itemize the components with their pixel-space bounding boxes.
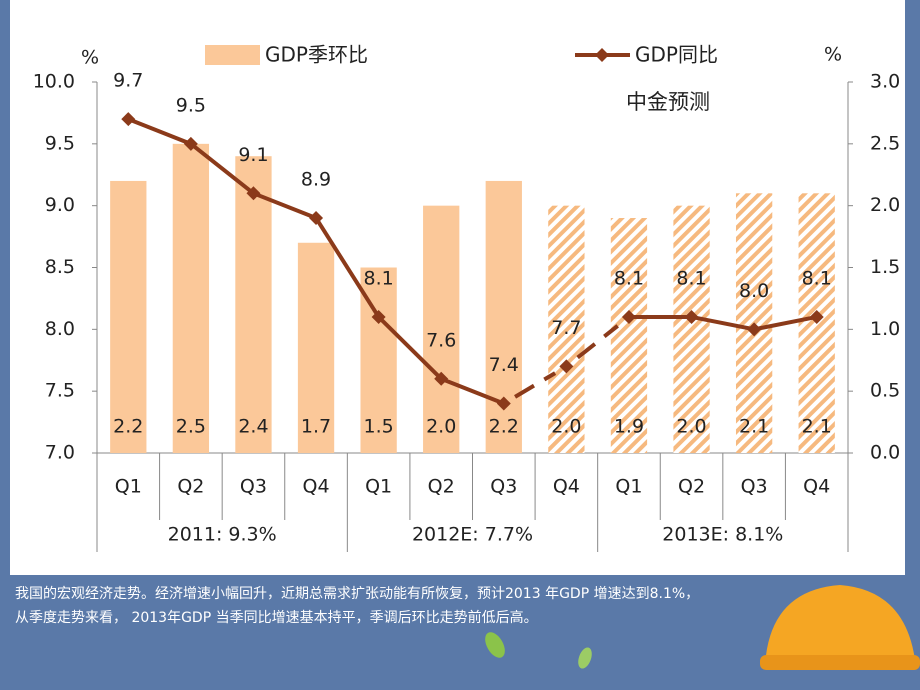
line-value-label: 7.4 bbox=[489, 354, 519, 376]
x-tick-label: Q4 bbox=[303, 476, 330, 498]
line-segment bbox=[377, 315, 443, 381]
line-value-label: 8.1 bbox=[364, 267, 394, 289]
x-tick-label: Q1 bbox=[115, 476, 142, 498]
line-segment bbox=[753, 315, 818, 332]
y2-tick-label: 0.5 bbox=[870, 380, 900, 402]
line-value-label: 9.5 bbox=[176, 94, 206, 116]
line-segment bbox=[514, 371, 557, 399]
bar-value-label: 2.2 bbox=[489, 416, 519, 438]
group-label: 2011: 9.3% bbox=[168, 524, 277, 546]
line-value-label: 9.7 bbox=[113, 70, 143, 92]
line-segment bbox=[440, 376, 505, 406]
legend-label: GDP季环比 bbox=[265, 43, 368, 67]
group-label: 2012E: 7.7% bbox=[412, 524, 533, 546]
bar bbox=[673, 205, 710, 453]
line-value-label: 9.1 bbox=[238, 144, 268, 166]
line-value-label: 8.9 bbox=[301, 169, 331, 191]
line-segment bbox=[691, 315, 755, 332]
x-tick-label: Q3 bbox=[741, 476, 768, 498]
x-tick-label: Q2 bbox=[428, 476, 455, 498]
x-tick-label: Q1 bbox=[615, 476, 642, 498]
line-marker bbox=[183, 136, 198, 151]
y-tick-label: 9.5 bbox=[45, 132, 75, 154]
bar-value-label: 2.0 bbox=[426, 416, 456, 438]
y-tick-label: 7.0 bbox=[45, 442, 75, 464]
bar bbox=[110, 180, 147, 453]
bar-value-label: 2.0 bbox=[676, 416, 706, 438]
line-marker bbox=[809, 309, 824, 324]
bar-value-label: 2.1 bbox=[802, 416, 832, 438]
line-value-label: 7.6 bbox=[426, 329, 456, 351]
annotation: 中金预测 bbox=[626, 90, 710, 114]
helmet bbox=[485, 585, 920, 670]
line-marker bbox=[496, 396, 511, 411]
x-tick-label: Q3 bbox=[490, 476, 517, 498]
bar bbox=[235, 156, 272, 453]
y2-tick-label: 0.0 bbox=[870, 442, 900, 464]
line-value-label: 8.1 bbox=[676, 267, 706, 289]
x-tick-label: Q1 bbox=[365, 476, 392, 498]
line-marker bbox=[434, 371, 449, 386]
y2-tick-label: 3.0 bbox=[870, 71, 900, 93]
line-value-label: 8.1 bbox=[802, 267, 832, 289]
y-tick-label: 8.0 bbox=[45, 318, 75, 340]
bar bbox=[548, 205, 585, 453]
bar-value-label: 2.2 bbox=[113, 416, 143, 438]
bar bbox=[172, 143, 210, 454]
x-tick-label: Q2 bbox=[177, 476, 204, 498]
line-segment bbox=[127, 117, 192, 146]
line-value-label: 8.1 bbox=[614, 267, 644, 289]
line-marker bbox=[371, 309, 386, 324]
group-label: 2013E: 8.1% bbox=[662, 524, 783, 546]
bar-value-label: 2.5 bbox=[176, 416, 206, 438]
x-tick-label: Q2 bbox=[678, 476, 705, 498]
line-segment bbox=[314, 216, 381, 319]
bar-value-label: 2.0 bbox=[551, 416, 581, 438]
line-marker bbox=[309, 211, 324, 226]
y2-tick-label: 2.5 bbox=[870, 132, 900, 154]
y2-tick-label: 1.5 bbox=[870, 256, 900, 278]
line-value-label: 8.0 bbox=[739, 280, 769, 302]
line-marker bbox=[559, 359, 574, 374]
line-marker bbox=[684, 309, 699, 324]
y-tick-label: 7.5 bbox=[45, 380, 75, 402]
line-segment bbox=[252, 191, 317, 220]
legend-label: GDP同比 bbox=[635, 43, 718, 67]
y-tick-label: 9.0 bbox=[45, 194, 75, 216]
bar-value-label: 2.4 bbox=[238, 416, 268, 438]
line-segment bbox=[576, 324, 619, 360]
line-marker bbox=[246, 186, 261, 201]
bar bbox=[297, 242, 335, 453]
y-tick-label: 10.0 bbox=[33, 71, 75, 93]
bar bbox=[610, 218, 648, 453]
line-marker bbox=[621, 309, 636, 324]
y2-unit: % bbox=[824, 44, 842, 66]
bar-value-label: 1.7 bbox=[301, 416, 331, 438]
bar bbox=[423, 205, 460, 453]
y-tick-label: 8.5 bbox=[45, 256, 75, 278]
legend-swatch bbox=[205, 45, 260, 65]
legend-marker bbox=[595, 48, 609, 62]
bar-value-label: 1.9 bbox=[614, 416, 644, 438]
y2-tick-label: 2.0 bbox=[870, 194, 900, 216]
bar-value-label: 1.5 bbox=[364, 416, 394, 438]
x-tick-label: Q4 bbox=[803, 476, 830, 498]
line-value-label: 7.7 bbox=[551, 317, 581, 339]
x-tick-label: Q3 bbox=[240, 476, 267, 498]
bar bbox=[485, 180, 522, 453]
line-marker bbox=[121, 112, 136, 127]
line-segment bbox=[189, 142, 255, 195]
caption-line: 我国的宏观经济走势。经济增速小幅回升，近期总需求扩张动能有所恢复，预计2013 … bbox=[15, 585, 699, 602]
bar-value-label: 2.1 bbox=[739, 416, 769, 438]
y-unit: % bbox=[81, 47, 99, 69]
line-marker bbox=[747, 322, 762, 337]
y2-tick-label: 1.0 bbox=[870, 318, 900, 340]
caption-line: 从季度走势来看， 2013年GDP 当季同比增速基本持平，季调后环比走势前低后高… bbox=[15, 609, 538, 626]
x-tick-label: Q4 bbox=[553, 476, 580, 498]
